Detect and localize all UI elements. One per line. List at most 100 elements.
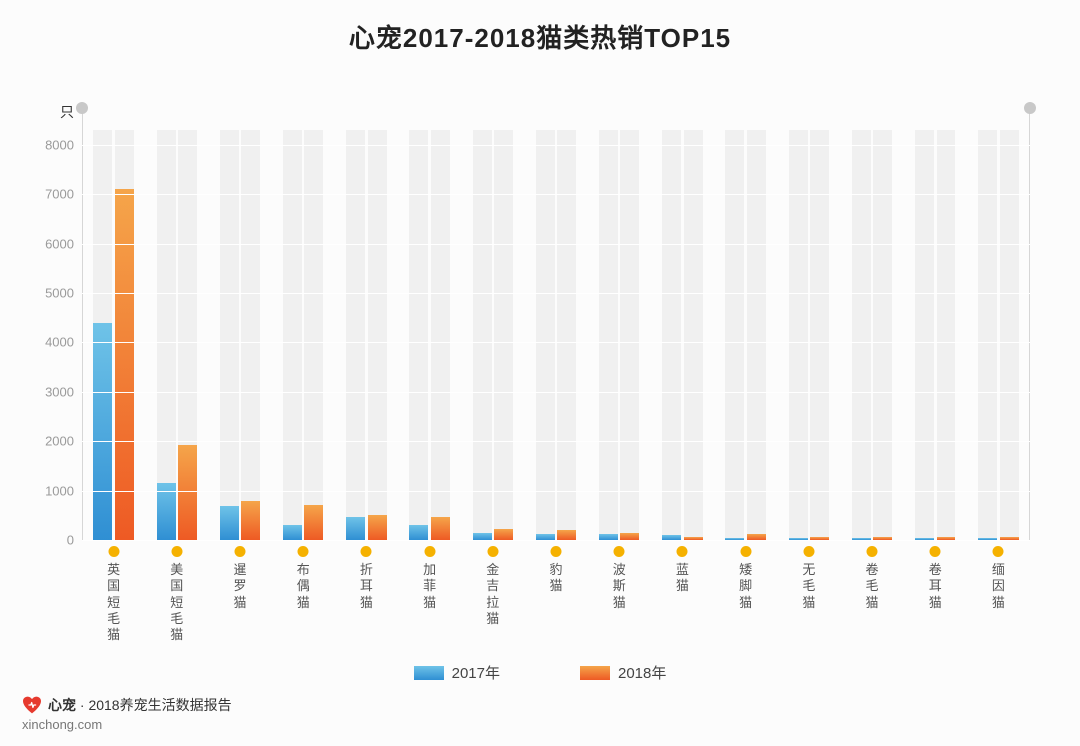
chart-container: { "title": { "text": "心宠2017-2018猫类热销TOP…: [0, 0, 1080, 746]
bar-group: 加菲猫: [398, 130, 461, 540]
footer: 心宠 · 2018养宠生活数据报告 xinchong.com: [22, 695, 232, 732]
x-tick-label: 布偶猫: [297, 540, 310, 611]
brand-sep: ·: [76, 697, 88, 713]
bar-group: 波斯猫: [588, 130, 651, 540]
y-tick-label: 0: [67, 533, 82, 548]
bar-group: 金吉拉猫: [461, 130, 524, 540]
y-tick-label: 1000: [45, 483, 82, 498]
bg-col-left: [789, 130, 808, 540]
x-tick-label: 卷耳猫: [929, 540, 942, 611]
x-tick-label: 豹猫: [550, 540, 563, 595]
bg-col-left: [852, 130, 871, 540]
x-tick-label: 卷毛猫: [866, 540, 879, 611]
bar-2018: [431, 517, 450, 540]
y-axis-label: 只: [60, 102, 74, 122]
x-tick-label: 无毛猫: [802, 540, 815, 611]
x-tick-label: 波斯猫: [613, 540, 626, 611]
x-tick-label: 美国短毛猫: [170, 540, 183, 643]
bar-2018: [494, 529, 513, 540]
bar-2018: [557, 530, 576, 540]
bg-col-left: [283, 130, 302, 540]
axis-right-cap: [1024, 102, 1036, 114]
gridline: [82, 293, 1030, 294]
bar-group: 蓝猫: [651, 130, 714, 540]
bg-col-left: [157, 130, 176, 540]
axis-left-cap: [76, 102, 88, 114]
bar-2017: [283, 525, 302, 540]
bar-group: 卷耳猫: [904, 130, 967, 540]
bg-col-left: [536, 130, 555, 540]
bar-group: 折耳猫: [335, 130, 398, 540]
x-tick-label: 折耳猫: [360, 540, 373, 611]
x-tick-label: 暹罗猫: [233, 540, 246, 611]
legend-item: 2018年: [580, 662, 666, 683]
gridline: [82, 491, 1030, 492]
bar-2018: [368, 515, 387, 540]
bar-group: 英国短毛猫: [82, 130, 145, 540]
x-tick-label: 蓝猫: [676, 540, 689, 595]
gridline: [82, 441, 1030, 442]
x-tick-label: 金吉拉猫: [486, 540, 499, 627]
footer-url: xinchong.com: [22, 717, 232, 732]
legend-label: 2017年: [452, 662, 500, 683]
legend-swatch: [414, 666, 444, 680]
bg-col-left: [220, 130, 239, 540]
brand-line: 心宠 · 2018养宠生活数据报告: [22, 695, 232, 715]
bar-2017: [473, 533, 492, 540]
bar-groups: 英国短毛猫美国短毛猫暹罗猫布偶猫折耳猫加菲猫金吉拉猫豹猫波斯猫蓝猫矮脚猫无毛猫卷…: [82, 130, 1030, 540]
bg-col-right: [810, 130, 829, 540]
bar-2018: [620, 533, 639, 540]
y-tick-label: 6000: [45, 236, 82, 251]
legend: 2017年 2018年: [0, 662, 1080, 685]
x-tick-label: 矮脚猫: [739, 540, 752, 611]
y-tick-label: 7000: [45, 187, 82, 202]
bg-col-left: [346, 130, 365, 540]
gridline: [82, 244, 1030, 245]
bar-2017: [157, 483, 176, 540]
x-tick-label: 英国短毛猫: [107, 540, 120, 643]
bar-group: 暹罗猫: [208, 130, 271, 540]
bar-group: 美国短毛猫: [145, 130, 208, 540]
x-tick-label: 缅因猫: [992, 540, 1005, 611]
report-name: 2018养宠生活数据报告: [88, 697, 231, 713]
brand-name: 心宠: [48, 697, 76, 713]
bg-col-left: [725, 130, 744, 540]
bg-col-right: [557, 130, 576, 540]
gridline: [82, 145, 1030, 146]
bar-2017: [220, 506, 239, 540]
y-tick-label: 3000: [45, 384, 82, 399]
gridline: [82, 540, 1030, 541]
bg-col-right: [620, 130, 639, 540]
bg-col-right: [304, 130, 323, 540]
brand-text: 心宠 · 2018养宠生活数据报告: [48, 695, 232, 715]
bg-col-left: [409, 130, 428, 540]
bar-group: 卷毛猫: [840, 130, 903, 540]
bg-col-left: [978, 130, 997, 540]
gridline: [82, 392, 1030, 393]
bar-2018: [241, 501, 260, 540]
bg-col-left: [662, 130, 681, 540]
gridline: [82, 342, 1030, 343]
bar-2018: [115, 189, 134, 540]
bg-col-right: [1000, 130, 1019, 540]
y-tick-label: 8000: [45, 137, 82, 152]
plot: 英国短毛猫美国短毛猫暹罗猫布偶猫折耳猫加菲猫金吉拉猫豹猫波斯猫蓝猫矮脚猫无毛猫卷…: [82, 130, 1030, 540]
bg-col-right: [937, 130, 956, 540]
legend-swatch: [580, 666, 610, 680]
bar-2017: [409, 525, 428, 540]
bar-group: 布偶猫: [272, 130, 335, 540]
bar-group: 矮脚猫: [714, 130, 777, 540]
bg-col-left: [599, 130, 618, 540]
bg-col-right: [747, 130, 766, 540]
bg-col-right: [241, 130, 260, 540]
bar-2018: [178, 445, 197, 540]
bar-2018: [304, 505, 323, 540]
bar-2017: [346, 517, 365, 540]
bar-2017: [93, 323, 112, 540]
legend-label: 2018年: [618, 662, 666, 683]
bg-col-right: [494, 130, 513, 540]
chart-title: 心宠2017-2018猫类热销TOP15: [0, 18, 1080, 55]
bg-col-right: [431, 130, 450, 540]
bg-col-left: [915, 130, 934, 540]
bar-group: 无毛猫: [777, 130, 840, 540]
